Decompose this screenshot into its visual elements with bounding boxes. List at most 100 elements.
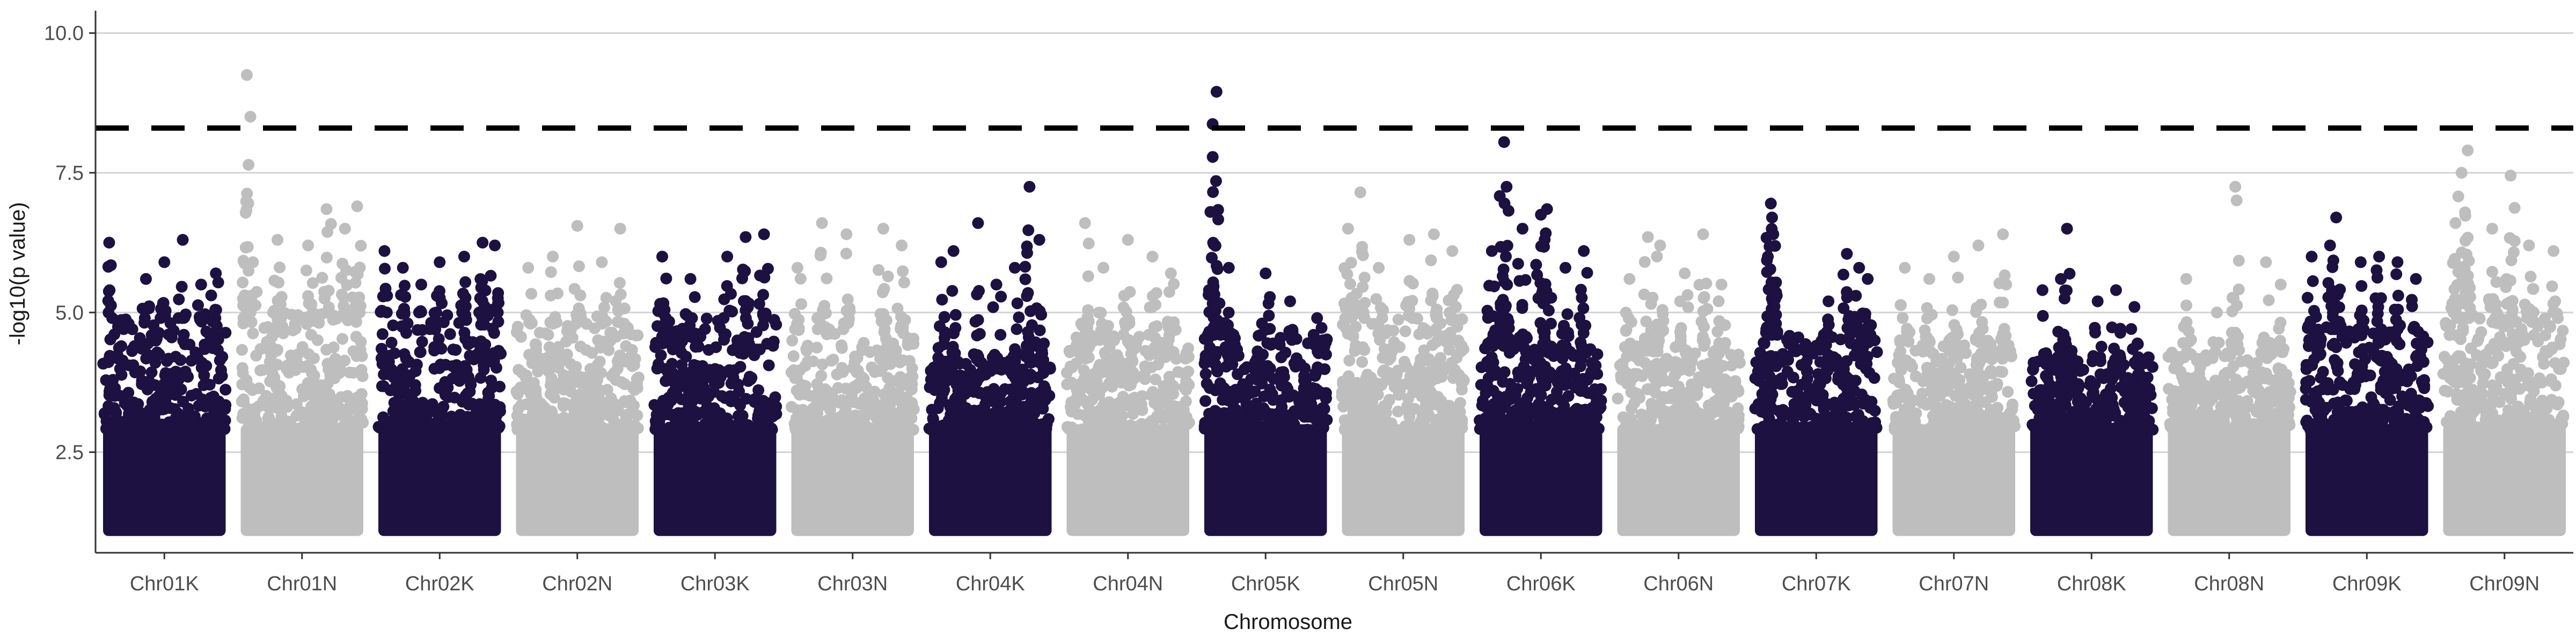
point bbox=[529, 338, 541, 350]
point bbox=[1082, 270, 1094, 282]
point bbox=[1783, 330, 1796, 342]
point bbox=[1893, 376, 1906, 389]
point bbox=[1250, 374, 1263, 386]
point bbox=[1167, 400, 1180, 412]
peak-point-Chr02K-5 bbox=[477, 237, 489, 249]
point bbox=[2125, 323, 2138, 335]
peak-point-Chr06N-5 bbox=[1715, 279, 1728, 291]
point bbox=[967, 378, 979, 390]
point bbox=[338, 306, 350, 319]
point bbox=[1508, 423, 1520, 436]
point bbox=[1093, 306, 1105, 319]
point bbox=[946, 285, 958, 297]
point bbox=[1795, 359, 1807, 371]
point bbox=[1227, 401, 1240, 414]
point bbox=[185, 355, 197, 367]
point bbox=[1152, 358, 1164, 371]
point bbox=[319, 380, 332, 392]
point bbox=[237, 408, 250, 420]
point bbox=[2131, 337, 2143, 349]
point bbox=[1030, 302, 1043, 314]
peak-point-Chr04K-4 bbox=[1008, 261, 1021, 274]
point bbox=[788, 418, 801, 430]
point bbox=[1906, 361, 1919, 373]
peak-point-Chr03K-4 bbox=[758, 228, 770, 240]
point-cloud-Chr04N bbox=[1066, 424, 1189, 536]
point bbox=[574, 371, 586, 383]
point bbox=[701, 400, 713, 413]
point bbox=[712, 414, 724, 426]
point bbox=[268, 371, 281, 384]
peak-point-Chr03N-1 bbox=[816, 217, 828, 229]
point bbox=[440, 358, 452, 371]
point bbox=[1700, 277, 1713, 290]
point bbox=[989, 348, 1001, 361]
point bbox=[375, 352, 387, 364]
point bbox=[245, 420, 258, 433]
point bbox=[894, 371, 906, 383]
point bbox=[1349, 405, 1361, 417]
point bbox=[520, 309, 532, 321]
point bbox=[2084, 375, 2097, 387]
point bbox=[864, 346, 876, 358]
point bbox=[1775, 378, 1787, 390]
point bbox=[817, 304, 829, 317]
point bbox=[1792, 422, 1804, 435]
point bbox=[1206, 151, 1219, 163]
point bbox=[1199, 395, 1212, 407]
peak-point-Chr01N-3 bbox=[302, 239, 314, 252]
point bbox=[219, 326, 232, 339]
peak-point-Chr07K-3 bbox=[1823, 295, 1835, 308]
point bbox=[1374, 334, 1386, 346]
point bbox=[743, 338, 755, 350]
point bbox=[1320, 336, 1332, 349]
point bbox=[1125, 348, 1137, 360]
point bbox=[630, 330, 642, 342]
point bbox=[2094, 351, 2106, 363]
point bbox=[674, 340, 686, 353]
peak-point-Chr07N-0 bbox=[1899, 261, 1911, 274]
point bbox=[218, 423, 231, 435]
point bbox=[305, 299, 317, 312]
point bbox=[2058, 418, 2070, 430]
point bbox=[2062, 364, 2075, 376]
point bbox=[688, 359, 700, 371]
peak-point-Chr02N-3 bbox=[596, 256, 608, 268]
point bbox=[1513, 331, 1526, 343]
peak-point-Chr08K-4 bbox=[2110, 284, 2122, 296]
point bbox=[762, 411, 774, 423]
point bbox=[882, 384, 895, 397]
point bbox=[987, 301, 999, 313]
point bbox=[479, 284, 492, 297]
point bbox=[317, 419, 329, 431]
point bbox=[1629, 422, 1641, 435]
point bbox=[1996, 366, 2009, 378]
point bbox=[210, 408, 222, 420]
point bbox=[2006, 398, 2018, 411]
point bbox=[304, 388, 317, 400]
point bbox=[1147, 290, 1159, 302]
point bbox=[1927, 348, 1940, 360]
point bbox=[289, 364, 302, 376]
point bbox=[1082, 237, 1095, 250]
point bbox=[1426, 287, 1439, 299]
point bbox=[660, 375, 672, 387]
peak-point-Chr04K-2 bbox=[972, 217, 984, 229]
point bbox=[1837, 268, 1849, 281]
point bbox=[1022, 224, 1035, 236]
point bbox=[1127, 397, 1139, 409]
point bbox=[1060, 367, 1073, 379]
point bbox=[1489, 365, 1502, 377]
point bbox=[165, 370, 178, 383]
point bbox=[492, 316, 504, 328]
point bbox=[1338, 262, 1351, 274]
point bbox=[435, 411, 448, 423]
point bbox=[568, 403, 580, 415]
point bbox=[1264, 323, 1276, 335]
point bbox=[1100, 348, 1112, 361]
point bbox=[766, 423, 778, 436]
point bbox=[399, 291, 412, 303]
point bbox=[1168, 278, 1180, 290]
point bbox=[724, 390, 736, 402]
